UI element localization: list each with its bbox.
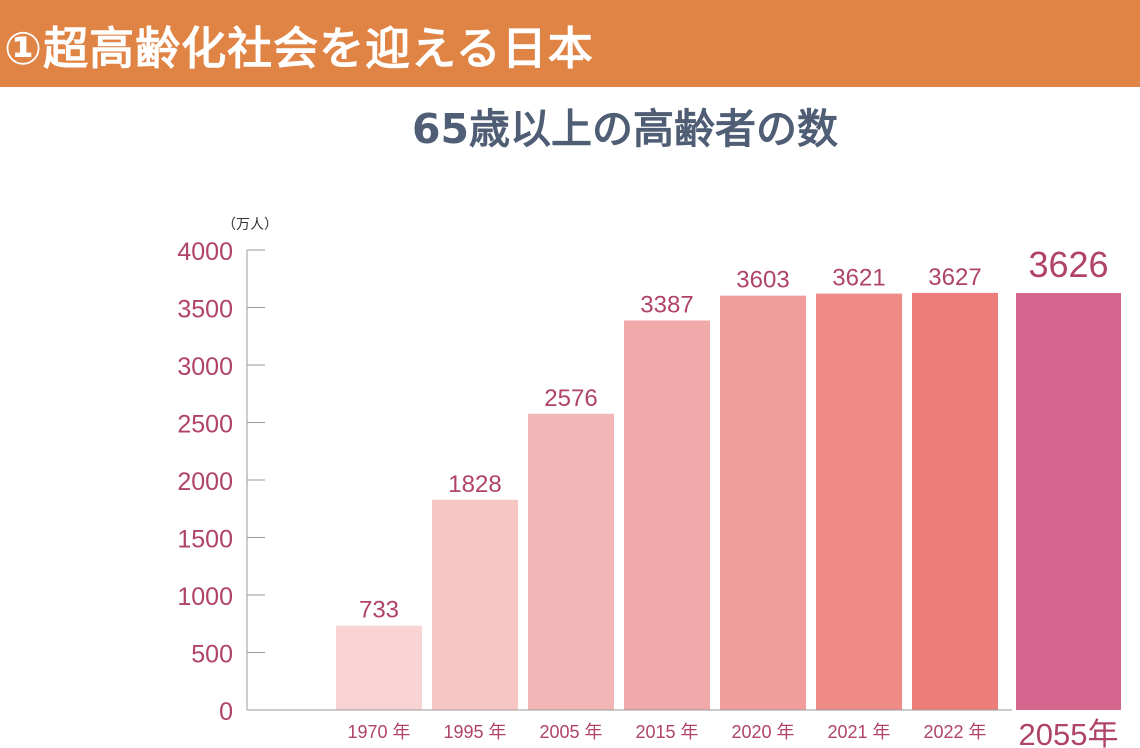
category-label: 2015 年 <box>635 722 698 742</box>
bar <box>336 625 422 710</box>
value-label: 3627 <box>928 264 981 291</box>
value-label: 2576 <box>544 385 597 412</box>
bar <box>912 292 998 710</box>
y-tick-label: 4000 <box>177 238 233 266</box>
chart-title: 65歳以上の高齢者の数 <box>412 105 839 153</box>
category-label: 2020 年 <box>731 722 794 742</box>
y-axis-ticks: 0 500 1000 1500 2000 2500 3000 3500 4000 <box>177 238 265 726</box>
y-unit-label: （万人） <box>222 217 278 233</box>
bar <box>432 499 518 710</box>
value-label: 3621 <box>832 265 885 292</box>
labels: 733 1970 年 1828 1995 年 2576 2005 年 3387 2015 年 3… <box>347 244 1118 748</box>
bar <box>1016 293 1121 710</box>
bars <box>336 292 1121 710</box>
value-label: 733 <box>359 597 399 624</box>
y-tick-label: 2000 <box>177 468 233 496</box>
bar <box>624 320 710 710</box>
category-label: 2055年 <box>1019 717 1119 748</box>
bar <box>816 293 902 710</box>
category-label: 1970 年 <box>347 722 410 742</box>
value-label: 3603 <box>736 267 789 294</box>
value-label: 1828 <box>448 471 501 498</box>
y-tick-label: 3000 <box>177 353 233 381</box>
header-title: ①超高齢化社会を迎える日本 <box>4 22 594 75</box>
category-label: 2021 年 <box>827 722 890 742</box>
category-label: 2022 年 <box>923 722 986 742</box>
category-label: 2005 年 <box>539 722 602 742</box>
y-tick-label: 1000 <box>177 583 233 611</box>
value-label: 3387 <box>640 291 693 318</box>
bar <box>528 413 614 710</box>
y-tick-label: 0 <box>219 698 233 726</box>
value-label: 3626 <box>1028 244 1108 285</box>
header-band: ①超高齢化社会を迎える日本 <box>0 0 1140 87</box>
y-tick-label: 2500 <box>177 411 233 439</box>
y-tick-label: 1500 <box>177 526 233 554</box>
y-tick-label: 500 <box>191 641 233 669</box>
bar <box>720 295 806 710</box>
category-label: 1995 年 <box>443 722 506 742</box>
y-tick-label: 3500 <box>177 296 233 324</box>
